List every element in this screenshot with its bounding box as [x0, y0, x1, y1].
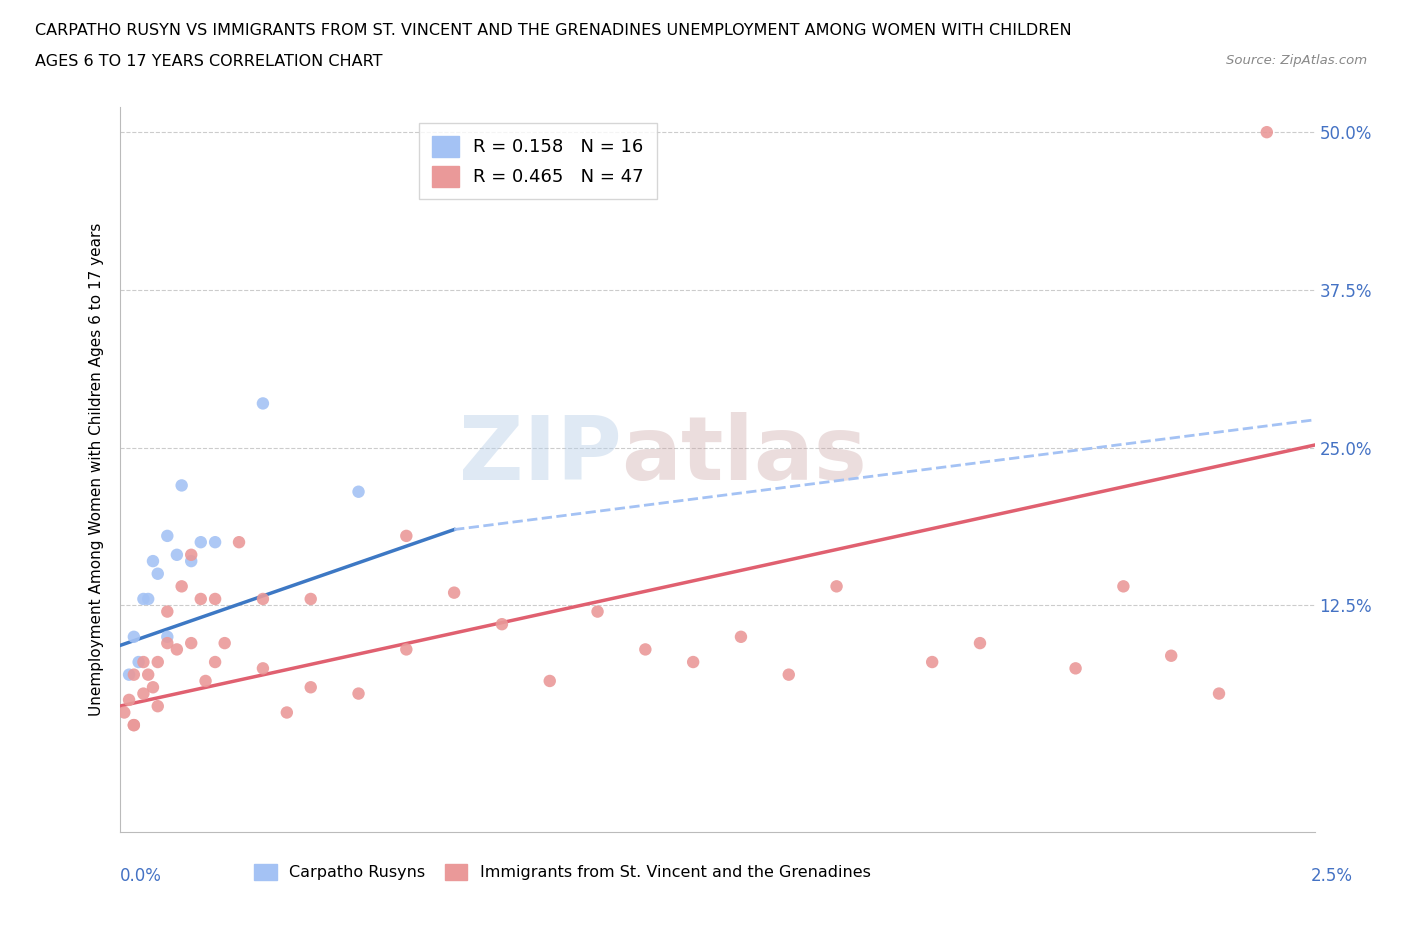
Point — [204, 535, 226, 550]
Point — [146, 698, 169, 713]
Point — [166, 548, 188, 563]
Point — [112, 705, 135, 720]
Point — [204, 655, 226, 670]
Point — [204, 591, 226, 606]
Point — [299, 591, 322, 606]
Point — [118, 667, 141, 682]
Point — [180, 548, 202, 563]
Point — [128, 655, 150, 670]
Point — [146, 655, 169, 670]
Point — [132, 591, 155, 606]
Text: atlas: atlas — [621, 412, 868, 498]
Point — [180, 553, 202, 568]
Point — [190, 591, 212, 606]
Point — [921, 655, 943, 670]
Point — [180, 636, 202, 651]
Point — [136, 591, 159, 606]
Point — [170, 578, 193, 593]
Point — [443, 585, 465, 600]
Point — [682, 655, 704, 670]
Point — [276, 705, 298, 720]
Y-axis label: Unemployment Among Women with Children Ages 6 to 17 years: Unemployment Among Women with Children A… — [89, 223, 104, 716]
Text: 2.5%: 2.5% — [1310, 867, 1353, 884]
Point — [156, 636, 179, 651]
Point — [132, 655, 155, 670]
Point — [1208, 686, 1230, 701]
Point — [228, 535, 250, 550]
Point — [347, 686, 370, 701]
Point — [586, 604, 609, 619]
Text: AGES 6 TO 17 YEARS CORRELATION CHART: AGES 6 TO 17 YEARS CORRELATION CHART — [35, 54, 382, 69]
Point — [190, 535, 212, 550]
Point — [194, 673, 217, 688]
Point — [166, 642, 188, 657]
Point — [252, 396, 274, 411]
Point — [122, 718, 145, 733]
Point — [156, 604, 179, 619]
Legend: Carpatho Rusyns, Immigrants from St. Vincent and the Grenadines: Carpatho Rusyns, Immigrants from St. Vin… — [247, 857, 877, 886]
Point — [118, 693, 141, 708]
Point — [634, 642, 657, 657]
Point — [395, 642, 418, 657]
Point — [214, 636, 236, 651]
Point — [156, 630, 179, 644]
Text: ZIP: ZIP — [458, 412, 621, 498]
Point — [1112, 578, 1135, 593]
Point — [122, 667, 145, 682]
Point — [122, 630, 145, 644]
Text: 0.0%: 0.0% — [120, 867, 162, 884]
Point — [1160, 648, 1182, 663]
Point — [1256, 125, 1278, 140]
Point — [538, 673, 561, 688]
Point — [132, 686, 155, 701]
Legend: R = 0.158   N = 16, R = 0.465   N = 47: R = 0.158 N = 16, R = 0.465 N = 47 — [419, 124, 657, 199]
Point — [156, 528, 179, 543]
Point — [170, 478, 193, 493]
Text: Source: ZipAtlas.com: Source: ZipAtlas.com — [1226, 54, 1367, 67]
Point — [1064, 661, 1087, 676]
Point — [252, 661, 274, 676]
Point — [395, 528, 418, 543]
Point — [347, 485, 370, 499]
Point — [252, 591, 274, 606]
Point — [142, 680, 165, 695]
Point — [299, 680, 322, 695]
Text: CARPATHO RUSYN VS IMMIGRANTS FROM ST. VINCENT AND THE GRENADINES UNEMPLOYMENT AM: CARPATHO RUSYN VS IMMIGRANTS FROM ST. VI… — [35, 23, 1071, 38]
Point — [122, 718, 145, 733]
Point — [136, 667, 159, 682]
Point — [969, 636, 991, 651]
Point — [146, 566, 169, 581]
Point — [142, 553, 165, 568]
Point — [778, 667, 800, 682]
Point — [491, 617, 513, 631]
Point — [825, 578, 848, 593]
Point — [730, 630, 752, 644]
